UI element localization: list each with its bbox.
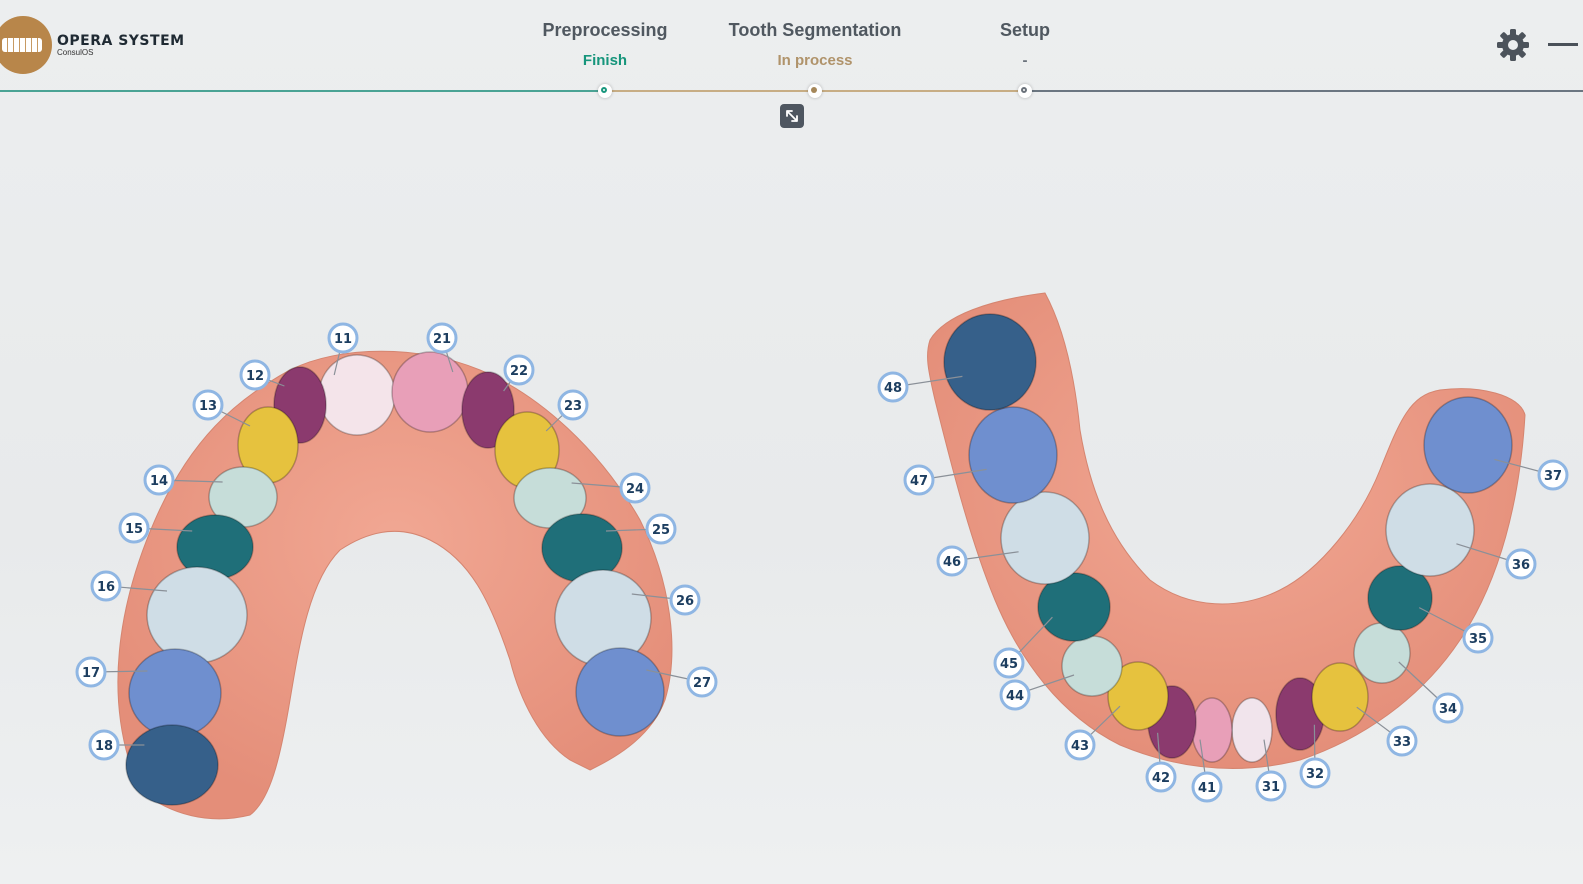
tooth-number-label: 23 bbox=[564, 399, 582, 414]
lower-tooth-47[interactable] bbox=[968, 406, 1058, 504]
tooth-number-tag-48[interactable]: 48 bbox=[877, 371, 909, 403]
progress-line-done bbox=[0, 90, 605, 92]
step-tooth-segmentation-node[interactable] bbox=[808, 84, 822, 98]
tooth-number-label: 45 bbox=[1000, 657, 1018, 672]
tooth-number-label: 43 bbox=[1071, 739, 1089, 754]
step-tooth-segmentation-status: In process bbox=[777, 52, 853, 69]
tooth-number-label: 16 bbox=[97, 580, 115, 595]
tooth-number-tag-31[interactable]: 31 bbox=[1255, 770, 1287, 802]
step-setup-label[interactable]: Setup bbox=[999, 20, 1051, 40]
tooth-number-tag-14[interactable]: 14 bbox=[143, 464, 175, 496]
tooth-number-tag-47[interactable]: 47 bbox=[903, 464, 935, 496]
step-preprocessing-status: Finish bbox=[582, 52, 628, 69]
tooth-number-tag-34[interactable]: 34 bbox=[1432, 692, 1464, 724]
tooth-number-label: 31 bbox=[1262, 780, 1280, 795]
tooth-number-label: 14 bbox=[150, 474, 168, 489]
tooth-number-label: 22 bbox=[510, 364, 528, 379]
step-setup-status: - bbox=[1022, 52, 1028, 69]
lower-tooth-46[interactable] bbox=[1000, 491, 1090, 585]
tooth-number-tag-15[interactable]: 15 bbox=[118, 512, 150, 544]
lower-tooth-33[interactable] bbox=[1311, 662, 1369, 732]
tooth-number-tag-22[interactable]: 22 bbox=[503, 354, 535, 386]
lower-tooth-44[interactable] bbox=[1061, 635, 1123, 697]
logo-title: OPERA SYSTEM bbox=[57, 32, 185, 49]
tooth-number-label: 27 bbox=[693, 676, 711, 691]
upper-tooth-27[interactable] bbox=[575, 647, 665, 737]
tooth-number-label: 26 bbox=[676, 594, 694, 609]
tooth-number-label: 25 bbox=[652, 523, 670, 538]
lower-tooth-37[interactable] bbox=[1423, 396, 1513, 494]
tooth-number-label: 48 bbox=[884, 381, 902, 396]
tooth-number-label: 44 bbox=[1006, 689, 1024, 704]
gear-icon[interactable] bbox=[1496, 28, 1530, 62]
tooth-number-tag-17[interactable]: 17 bbox=[75, 656, 107, 688]
step-setup-node[interactable] bbox=[1018, 84, 1032, 98]
progress-line-pending bbox=[1025, 90, 1583, 92]
tooth-number-tag-42[interactable]: 42 bbox=[1145, 761, 1177, 793]
tooth-number-tag-24[interactable]: 24 bbox=[619, 472, 651, 504]
tooth-number-tag-37[interactable]: 37 bbox=[1537, 459, 1569, 491]
tooth-number-tag-18[interactable]: 18 bbox=[88, 729, 120, 761]
tooth-number-label: 42 bbox=[1152, 771, 1170, 786]
step-tooth-segmentation-label[interactable]: Tooth Segmentation bbox=[728, 20, 902, 40]
tooth-number-label: 12 bbox=[246, 369, 264, 384]
tooth-number-tag-41[interactable]: 41 bbox=[1191, 771, 1223, 803]
tooth-number-tag-46[interactable]: 46 bbox=[936, 545, 968, 577]
tooth-number-label: 18 bbox=[95, 739, 113, 754]
upper-tooth-18[interactable] bbox=[125, 724, 219, 806]
tooth-number-label: 41 bbox=[1198, 781, 1216, 796]
tooth-number-label: 24 bbox=[626, 482, 644, 497]
lower-tooth-45[interactable] bbox=[1037, 572, 1111, 642]
tooth-number-label: 11 bbox=[334, 332, 352, 347]
tooth-number-tag-35[interactable]: 35 bbox=[1462, 622, 1494, 654]
tooth-number-tag-33[interactable]: 33 bbox=[1386, 725, 1418, 757]
lower-tooth-34[interactable] bbox=[1353, 622, 1411, 684]
tooth-number-tag-21[interactable]: 21 bbox=[426, 322, 458, 354]
upper-tooth-16[interactable] bbox=[146, 566, 248, 664]
lower-tooth-35[interactable] bbox=[1367, 565, 1433, 631]
tooth-number-label: 17 bbox=[82, 666, 100, 681]
tooth-number-tag-43[interactable]: 43 bbox=[1064, 729, 1096, 761]
tooth-number-tag-11[interactable]: 11 bbox=[327, 322, 359, 354]
upper-tooth-17[interactable] bbox=[128, 648, 222, 738]
tooth-number-tag-13[interactable]: 13 bbox=[192, 389, 224, 421]
workflow-header: OPERA SYSTEM ConsulOS Preprocessing Fini… bbox=[0, 0, 1583, 98]
tooth-number-label: 35 bbox=[1469, 632, 1487, 647]
minimize-icon[interactable] bbox=[1548, 43, 1578, 46]
logo-subtitle: ConsulOS bbox=[57, 47, 94, 57]
tooth-number-tag-27[interactable]: 27 bbox=[686, 666, 718, 698]
tooth-number-label: 36 bbox=[1512, 558, 1530, 573]
expand-arrows-icon[interactable] bbox=[780, 104, 804, 128]
step-preprocessing-label[interactable]: Preprocessing bbox=[542, 20, 668, 40]
tooth-number-label: 37 bbox=[1544, 469, 1562, 484]
tooth-number-tag-26[interactable]: 26 bbox=[669, 584, 701, 616]
tooth-number-tag-23[interactable]: 23 bbox=[557, 389, 589, 421]
tooth-number-tag-32[interactable]: 32 bbox=[1299, 757, 1331, 789]
tooth-number-label: 34 bbox=[1439, 702, 1457, 717]
lower-tooth-48[interactable] bbox=[943, 313, 1037, 411]
app-logo: OPERA SYSTEM ConsulOS bbox=[0, 16, 185, 74]
upper-tooth-21[interactable] bbox=[391, 351, 469, 433]
tooth-number-tag-25[interactable]: 25 bbox=[645, 513, 677, 545]
tooth-number-label: 47 bbox=[910, 474, 928, 489]
tooth-number-label: 15 bbox=[125, 522, 143, 537]
tooth-number-label: 21 bbox=[433, 332, 451, 347]
lower-tooth-41[interactable] bbox=[1191, 697, 1233, 763]
tooth-number-label: 46 bbox=[943, 555, 961, 570]
lower-tooth-43[interactable] bbox=[1107, 661, 1169, 731]
tooth-number-label: 33 bbox=[1393, 735, 1411, 750]
tooth-number-label: 13 bbox=[199, 399, 217, 414]
tooth-number-tag-16[interactable]: 16 bbox=[90, 570, 122, 602]
tooth-number-tag-12[interactable]: 12 bbox=[239, 359, 271, 391]
tooth-number-label: 32 bbox=[1306, 767, 1324, 782]
tooth-number-tag-44[interactable]: 44 bbox=[999, 679, 1031, 711]
lower-tooth-36[interactable] bbox=[1385, 483, 1475, 577]
tooth-number-tag-36[interactable]: 36 bbox=[1505, 548, 1537, 580]
step-preprocessing-node[interactable] bbox=[598, 84, 612, 98]
tooth-number-tag-45[interactable]: 45 bbox=[993, 647, 1025, 679]
teeth-logo-icon bbox=[0, 16, 52, 74]
upper-tooth-11[interactable] bbox=[318, 354, 396, 436]
